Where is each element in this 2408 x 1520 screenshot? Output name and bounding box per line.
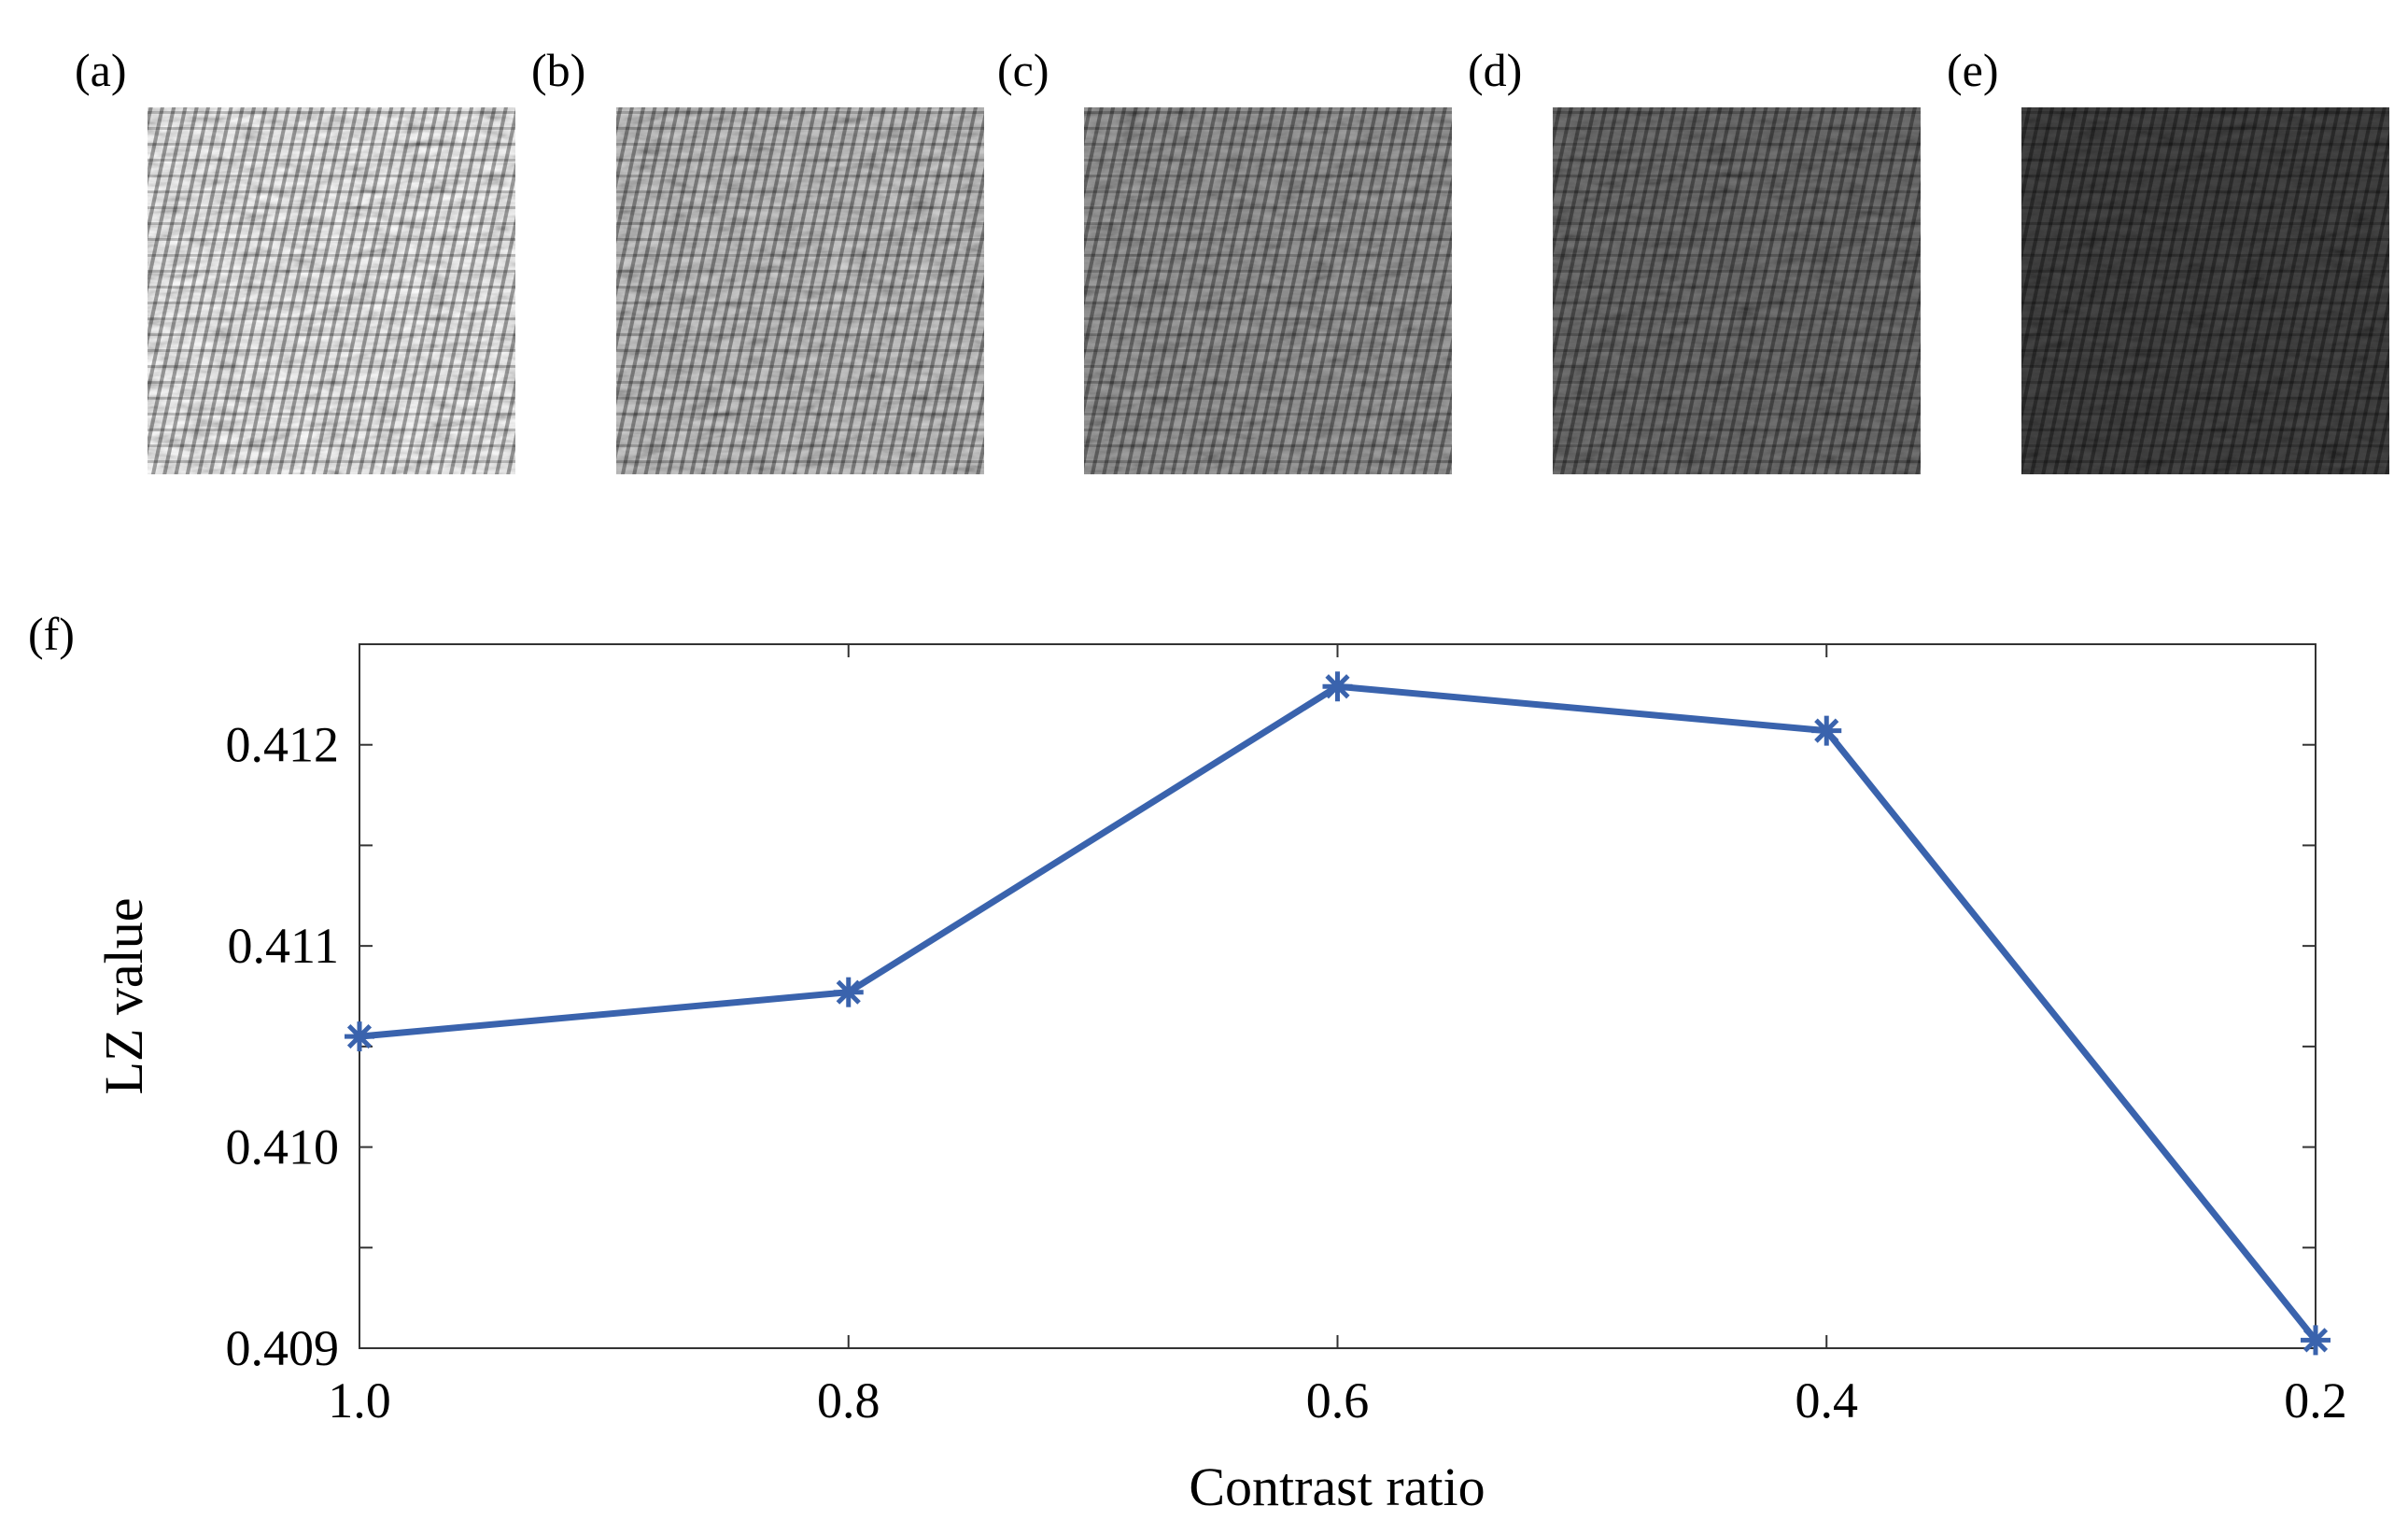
series-line — [359, 683, 2318, 1343]
x-axis-label: Contrast ratio — [1189, 1457, 1485, 1517]
data-point — [2301, 1325, 2331, 1356]
y-tick-label: 0.410 — [226, 1119, 340, 1175]
y-tick-label: 0.411 — [228, 918, 340, 974]
y-axis-label: LZ value — [93, 898, 154, 1095]
x-tick-label: 1.0 — [328, 1372, 391, 1429]
x-tick-label: 0.2 — [2284, 1372, 2347, 1429]
panel-e: (e) — [1947, 44, 2389, 474]
x-tick-label: 0.6 — [1306, 1372, 1370, 1429]
panel-d: (d) — [1468, 44, 1921, 474]
panel-label-b: (b) — [531, 44, 585, 96]
plot-frame — [359, 643, 2316, 1349]
panel-label-e: (e) — [1947, 44, 1999, 96]
speckle-image-d — [1553, 107, 1921, 474]
data-point — [833, 977, 864, 1007]
x-axis: 1.0 0.8 0.6 0.4 0.2 — [328, 644, 2347, 1429]
panel-label-d: (d) — [1468, 44, 1522, 96]
panel-label-c: (c) — [997, 44, 1049, 96]
speckle-image-e — [2021, 107, 2389, 474]
data-point — [345, 1021, 374, 1052]
panel-b: (b) — [531, 44, 984, 474]
speckle-image-b — [616, 107, 984, 474]
panel-c: (c) — [997, 44, 1452, 474]
y-axis: 0.409 0.410 0.411 0.412 — [226, 717, 2316, 1376]
panel-a: (a) — [75, 44, 515, 474]
speckle-panels: (a) (b) (c) — [75, 44, 2389, 474]
speckle-image-c — [1084, 107, 1452, 474]
panel-label-a: (a) — [75, 44, 127, 96]
x-tick-label: 0.8 — [817, 1372, 880, 1429]
lz-line-chart: 0.409 0.410 0.411 0.412 1.0 0.8 0.6 0.4 0.2 Con… — [93, 643, 2347, 1517]
data-point — [1811, 715, 1842, 746]
y-tick-label: 0.412 — [226, 717, 340, 773]
series-lz-value — [345, 671, 2331, 1356]
data-point — [1322, 671, 1353, 702]
speckle-image-a — [148, 107, 515, 474]
y-tick-label: 0.409 — [226, 1320, 340, 1376]
chart-panel-label: (f) — [28, 608, 75, 660]
x-tick-label: 0.4 — [1795, 1372, 1859, 1429]
